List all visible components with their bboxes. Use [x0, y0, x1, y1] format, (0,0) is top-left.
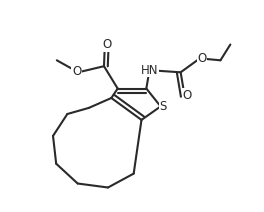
Text: O: O: [197, 52, 206, 65]
Text: S: S: [160, 100, 167, 113]
Text: O: O: [182, 89, 191, 102]
Text: O: O: [102, 38, 112, 51]
Text: HN: HN: [141, 64, 158, 77]
Text: O: O: [72, 65, 81, 78]
